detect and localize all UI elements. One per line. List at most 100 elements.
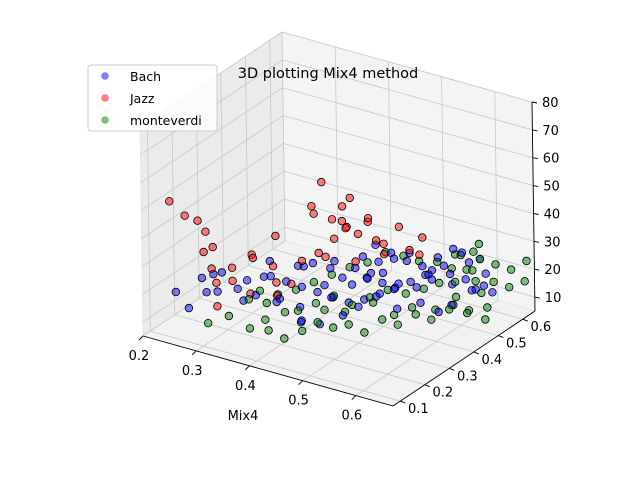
point-jazz xyxy=(379,249,389,259)
point-bach xyxy=(259,272,269,281)
x-tick-mark xyxy=(191,350,197,356)
point-bach xyxy=(461,275,470,284)
z-tick-label: 10 xyxy=(545,291,562,306)
point-monteverdi xyxy=(320,305,329,314)
point-bach xyxy=(171,287,181,297)
legend-marker-monteverdi xyxy=(101,116,109,124)
point-jazz xyxy=(268,262,278,271)
grid-line-y-left xyxy=(269,40,274,250)
point-jazz xyxy=(193,216,202,225)
point-monteverdi xyxy=(445,305,454,314)
point-monteverdi xyxy=(407,303,417,312)
grid-line-y-floor xyxy=(223,281,474,353)
grid-line-y-left xyxy=(171,105,176,315)
point-jazz xyxy=(327,215,337,224)
point-bach xyxy=(464,258,474,267)
z-tick-label: 50 xyxy=(543,180,560,195)
point-bach xyxy=(282,277,291,286)
y-tick-mark xyxy=(498,335,504,339)
point-monteverdi xyxy=(313,318,322,327)
point-bach xyxy=(275,294,284,303)
point-jazz xyxy=(329,234,339,243)
point-monteverdi xyxy=(203,319,213,328)
point-monteverdi xyxy=(224,311,234,321)
y-tick-mark xyxy=(522,318,528,322)
grid-line-z-back xyxy=(283,143,534,214)
grid-line-z-left xyxy=(140,115,284,211)
x-tick-label: 0.3 xyxy=(182,364,203,379)
point-bach xyxy=(297,316,306,325)
point-monteverdi xyxy=(261,315,270,324)
point-bach xyxy=(434,307,443,317)
point-bach xyxy=(416,298,425,307)
point-bach xyxy=(378,278,387,288)
y-tick-label: 0.1 xyxy=(408,402,429,417)
point-bach xyxy=(449,244,458,254)
point-monteverdi xyxy=(491,260,500,269)
z-tick-label: 60 xyxy=(543,152,560,167)
point-monteverdi xyxy=(360,328,369,337)
point-bach xyxy=(488,288,497,297)
point-jazz xyxy=(379,239,388,248)
point-bach xyxy=(358,252,368,261)
point-jazz xyxy=(201,227,210,236)
point-bach xyxy=(481,269,490,278)
point-monteverdi xyxy=(401,289,410,298)
point-bach xyxy=(374,257,383,266)
point-bach xyxy=(418,262,427,271)
z-axis-line xyxy=(531,101,536,312)
point-jazz xyxy=(228,276,237,286)
point-monteverdi xyxy=(309,278,319,287)
point-jazz xyxy=(165,197,174,206)
point-jazz xyxy=(321,252,330,262)
point-bach xyxy=(330,256,339,266)
point-bach xyxy=(439,261,449,270)
point-bach xyxy=(213,287,222,296)
point-jazz xyxy=(271,231,280,241)
x-tick-mark xyxy=(138,335,144,341)
point-jazz xyxy=(418,233,427,242)
point-bach xyxy=(479,281,488,290)
z-tick-mark xyxy=(534,268,540,271)
y-tick-mark xyxy=(449,367,455,371)
z-tick-label: 70 xyxy=(542,124,559,139)
z-tick-label: 80 xyxy=(542,96,559,111)
point-bach xyxy=(406,277,415,287)
point-monteverdi xyxy=(244,295,253,304)
point-bach xyxy=(347,280,357,289)
z-tick-label: 20 xyxy=(544,263,561,278)
point-monteverdi xyxy=(411,310,420,319)
point-jazz xyxy=(337,202,347,211)
chart-title: 3D plotting Mix4 method xyxy=(238,66,418,82)
point-bach xyxy=(308,258,318,268)
scatter-points xyxy=(165,177,531,343)
z-tick-mark xyxy=(531,101,538,104)
grid-line-z-back xyxy=(282,87,533,159)
axis-lines xyxy=(138,101,540,407)
point-bach xyxy=(233,284,242,293)
point-bach xyxy=(372,292,381,301)
point-jazz xyxy=(337,216,347,226)
point-jazz xyxy=(213,302,222,311)
y-tick-label: 0.5 xyxy=(506,337,527,352)
point-bach xyxy=(202,288,211,297)
point-monteverdi xyxy=(311,299,321,308)
y-tick-label: 0.4 xyxy=(481,353,502,368)
point-bach xyxy=(445,269,455,279)
x-tick-label: 0.4 xyxy=(235,379,256,394)
point-bach xyxy=(251,291,260,300)
y-tick-label: 0.3 xyxy=(457,369,478,384)
point-bach xyxy=(326,264,335,273)
grid-line-y-left xyxy=(244,56,249,266)
z-tick-mark xyxy=(534,296,540,299)
z-tick-mark xyxy=(533,185,539,188)
legend-marker-jazz xyxy=(101,94,109,102)
point-jazz xyxy=(180,211,189,220)
legend-label-jazz: Jazz xyxy=(129,91,155,106)
y-tick-mark xyxy=(400,400,406,404)
grid-line-x-back xyxy=(441,76,445,286)
grid-line-y-floor xyxy=(174,314,425,386)
point-bach xyxy=(217,268,227,277)
x-axis-line xyxy=(142,335,394,407)
